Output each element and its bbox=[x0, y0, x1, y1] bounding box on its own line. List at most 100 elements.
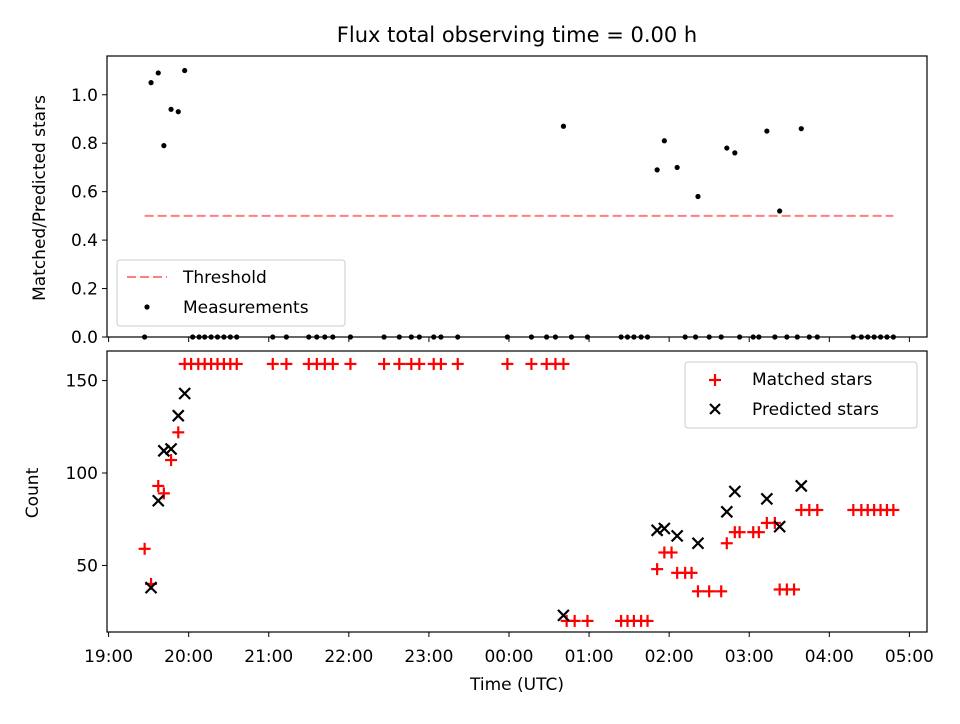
x-tick-label: 23:00 bbox=[404, 647, 453, 667]
x-tick-label: 01:00 bbox=[565, 647, 614, 667]
x-tick-label: 21:00 bbox=[244, 647, 293, 667]
top-y-tick-label: 0.2 bbox=[71, 280, 98, 300]
predicted-star-point bbox=[760, 492, 774, 506]
bottom-x-axis-ticks: 19:00 20:00 21:00 22:00 23:00 00:00 01:00 02:00… bbox=[84, 632, 934, 667]
predicted-star-point bbox=[794, 479, 808, 493]
measurement-point bbox=[148, 80, 154, 86]
predicted-stars-points bbox=[144, 387, 808, 622]
measurement-point bbox=[695, 193, 701, 200]
matched-star-point bbox=[152, 479, 165, 492]
matched-star-point bbox=[230, 357, 243, 370]
top-y-tick-label: 0.4 bbox=[71, 231, 98, 251]
predicted-star-point bbox=[650, 524, 664, 537]
measurement-point bbox=[161, 143, 167, 149]
predicted-star-point bbox=[171, 409, 185, 422]
measurement-point bbox=[175, 109, 181, 115]
matched-star-point bbox=[715, 585, 728, 598]
bottom-legend: Matched stars Predicted stars bbox=[684, 361, 918, 429]
predicted-star-point bbox=[773, 520, 786, 533]
matched-star-point bbox=[501, 357, 514, 370]
legend-measurements-swatch bbox=[144, 304, 150, 310]
matched-star-point bbox=[651, 563, 664, 576]
predicted-star-point bbox=[557, 609, 570, 622]
top-x-axis-ticks bbox=[108, 337, 910, 342]
top-y-tick-label: 0.0 bbox=[71, 328, 98, 348]
predicted-star-point bbox=[720, 505, 734, 519]
measurement-point bbox=[155, 70, 161, 76]
legend-matched-label: Matched stars bbox=[752, 370, 872, 390]
matched-star-point bbox=[157, 487, 170, 500]
measurement-point bbox=[654, 167, 660, 173]
top-panel-y-axis-label: Matched/Predicted stars bbox=[30, 95, 50, 301]
legend-threshold-label: Threshold bbox=[182, 268, 267, 288]
matched-star-point bbox=[525, 357, 538, 370]
legend-predicted-label: Predicted stars bbox=[752, 400, 879, 420]
top-y-tick-label: 1.0 bbox=[71, 86, 98, 106]
matched-star-point bbox=[280, 357, 293, 370]
matched-star-point bbox=[752, 526, 765, 539]
matched-star-point bbox=[451, 357, 464, 370]
predicted-star-point bbox=[728, 485, 742, 498]
predicted-star-point bbox=[670, 529, 684, 543]
legend-matched-swatch bbox=[709, 374, 721, 386]
matched-star-point bbox=[326, 357, 339, 370]
bottom-panel-frame bbox=[106, 350, 928, 633]
matched-star-point bbox=[557, 357, 570, 370]
predicted-star-point bbox=[691, 536, 705, 550]
matched-star-point bbox=[581, 614, 594, 627]
matched-stars-points bbox=[138, 357, 900, 627]
top-legend-box bbox=[116, 259, 346, 327]
predicted-star-point bbox=[658, 522, 671, 535]
measurement-point bbox=[168, 106, 174, 112]
matched-star-point bbox=[641, 614, 654, 627]
x-tick-label: 00:00 bbox=[484, 647, 533, 667]
legend-predicted-swatch bbox=[709, 403, 721, 415]
legend-measurements-label: Measurements bbox=[183, 298, 309, 318]
top-legend: Threshold Measurements bbox=[116, 259, 346, 327]
measurement-point bbox=[764, 128, 770, 134]
bottom-y-tick-label: 100 bbox=[66, 464, 98, 484]
matched-star-point bbox=[788, 583, 801, 596]
measurement-point bbox=[724, 145, 730, 151]
measurement-point bbox=[777, 208, 783, 214]
x-tick-label: 20:00 bbox=[164, 647, 213, 667]
x-tick-label: 22:00 bbox=[324, 647, 373, 667]
predicted-star-point bbox=[144, 581, 158, 594]
top-panel-title: Flux total observing time = 0.00 h bbox=[337, 23, 697, 47]
top-panel: Flux total observing time = 0.00 h Match… bbox=[30, 23, 928, 348]
bottom-legend-box bbox=[684, 361, 918, 429]
bottom-y-axis-ticks: 50 100 150 bbox=[66, 372, 107, 576]
matched-star-point bbox=[887, 503, 900, 516]
top-panel-frame bbox=[106, 55, 928, 338]
predicted-star-point bbox=[157, 444, 171, 458]
measurement-point bbox=[732, 150, 738, 156]
top-y-tick-label: 0.6 bbox=[71, 183, 98, 203]
matched-star-point bbox=[393, 357, 406, 370]
matched-star-point bbox=[138, 542, 151, 555]
x-tick-label: 19:00 bbox=[84, 647, 133, 667]
x-tick-label: 03:00 bbox=[725, 647, 774, 667]
matched-star-point bbox=[413, 357, 426, 370]
measurement-point bbox=[182, 67, 188, 74]
measurement-points bbox=[142, 67, 896, 340]
matched-star-point bbox=[811, 503, 824, 516]
top-y-axis-ticks: 0.0 0.2 0.4 0.6 0.8 1.0 bbox=[71, 86, 107, 348]
matched-star-point bbox=[568, 614, 581, 627]
bottom-y-tick-label: 150 bbox=[66, 372, 98, 392]
x-axis-label: Time (UTC) bbox=[469, 675, 564, 695]
predicted-star-point bbox=[151, 494, 165, 508]
matched-star-point bbox=[720, 537, 733, 550]
matched-star-point bbox=[165, 454, 178, 467]
matched-star-point bbox=[733, 526, 746, 539]
matched-star-point bbox=[172, 426, 185, 439]
matched-star-point bbox=[691, 585, 704, 598]
predicted-star-point bbox=[164, 442, 178, 456]
measurement-point bbox=[798, 126, 804, 132]
measurement-point bbox=[674, 164, 680, 171]
matched-star-point bbox=[378, 357, 391, 370]
measurement-point bbox=[560, 123, 567, 129]
measurement-point bbox=[661, 138, 667, 144]
bottom-panel: Count Time (UTC) 50 100 150 19:00 20:00 21:0… bbox=[23, 350, 934, 695]
matched-star-point bbox=[685, 566, 698, 579]
